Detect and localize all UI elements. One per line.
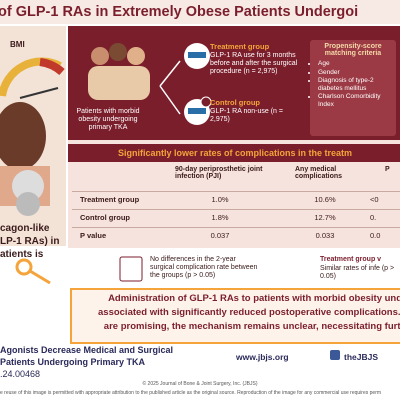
title: of GLP-1 RAs in Extremely Obese Patients… — [0, 4, 359, 20]
row-label: P value — [80, 231, 107, 240]
table-cell: <0 — [370, 195, 379, 204]
control-title: Control group — [210, 98, 260, 107]
illustration — [0, 57, 65, 216]
matching-item: Age — [318, 60, 396, 68]
treatment-text: GLP-1 RA use for 3 months before and aft… — [210, 52, 298, 75]
matching-box: Propensity-score matching criteria Age G… — [310, 40, 396, 136]
left-text: cagon-like LP-1 RAs) in atients is — [0, 222, 59, 261]
conclusion-line: are promising, the mechanism remains unc… — [103, 321, 400, 332]
table-title: Significantly lower rates of complicatio… — [118, 148, 353, 158]
conclusion-box — [70, 288, 400, 344]
matching-item: Charlson Comorbidity Index — [318, 93, 396, 108]
citation: Agonists Decrease Medical and Surgical P… — [0, 344, 173, 380]
social: theJBJS — [344, 352, 379, 362]
control-text: GLP-1 RA non-use (n = 2,975) — [210, 108, 283, 123]
website: www.jbjs.org — [236, 352, 289, 362]
citation-line: Agonists Decrease Medical and Surgical — [0, 345, 174, 355]
text-line: atients is — [0, 249, 44, 260]
row-rule — [72, 227, 400, 228]
column-header: Any medical complications — [295, 166, 343, 180]
finding-text: Similar rates of infe (p > 0.05) — [320, 265, 395, 280]
citation-line: Patients Undergoing Primary TKA — [0, 357, 146, 367]
conclusion-line: Administration of GLP-1 RAs to patients … — [108, 293, 400, 304]
matching-title: Propensity-score matching criteria — [324, 43, 382, 57]
copyright: © 2025 Journal of Bone & Joint Surgery, … — [142, 381, 258, 387]
treatment-title: Treatment group — [210, 42, 270, 51]
table-cell: 10.6% — [314, 195, 336, 204]
row-rule — [72, 191, 400, 192]
table-cell: 1.0% — [211, 195, 229, 204]
finding-text: No differences in the 2-year surgical co… — [150, 256, 258, 279]
conclusion-line: associated with significantly reduced po… — [98, 307, 400, 318]
header-band — [0, 0, 400, 24]
finding-icons — [15, 256, 143, 285]
column-header: 90-day periprosthetic joint infection (P… — [175, 166, 263, 180]
column-header: P — [385, 166, 390, 173]
facebook-icon — [330, 350, 340, 360]
table-cell: 0.033 — [315, 231, 335, 240]
matching-item: Diagnosis of type-2 diabetes mellitus — [318, 77, 396, 92]
population: Patients with morbid obesity undergoing … — [76, 108, 140, 131]
table-title-band — [68, 144, 400, 162]
citation-line: .24.00468 — [0, 369, 41, 379]
table-cell: 1.8% — [211, 213, 229, 222]
table-cell: 0.0 — [370, 231, 381, 240]
conclusion: Administration of GLP-1 RAs to patients … — [98, 292, 400, 334]
study-icons — [88, 43, 212, 125]
finding-title: Treatment group v — [320, 256, 382, 263]
table-cell: 12.7% — [314, 213, 336, 222]
matching-item: Gender — [318, 69, 396, 77]
table-cell: 0. — [370, 213, 377, 222]
row-label: Control group — [80, 213, 130, 222]
table-cell: 0.037 — [210, 231, 230, 240]
row-rule — [72, 209, 400, 210]
text-line: cagon-like — [0, 223, 50, 234]
gauge-label: BMI — [10, 40, 25, 49]
license: e reuse of this image is permitted with … — [0, 390, 382, 396]
text-line: LP-1 RAs) in — [0, 236, 60, 247]
row-label: Treatment group — [80, 195, 140, 204]
matching-list: Age Gender Diagnosis of type-2 diabetes … — [310, 60, 396, 108]
